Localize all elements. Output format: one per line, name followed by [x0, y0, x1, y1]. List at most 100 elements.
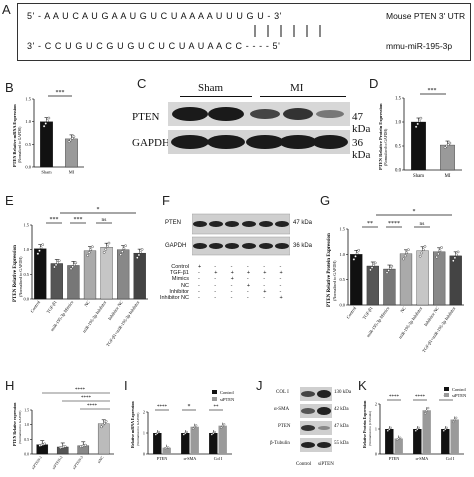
data-point [67, 140, 71, 143]
sig-e-4: * [97, 207, 100, 213]
kda-gapdh: 36 kDa [352, 137, 371, 161]
data-point [443, 146, 447, 149]
panel-a-box [17, 3, 471, 61]
row-label-gapdh-f: GAPDH [165, 243, 187, 249]
blot-band [275, 221, 289, 227]
y-tick-label: 1.0 [340, 252, 346, 257]
data-point [355, 252, 359, 255]
legend-control-k: Control [452, 387, 467, 392]
chart-i: Relative mRNA Expression (Normalized to … [130, 390, 235, 461]
bar [450, 419, 459, 454]
condition-mark: - [198, 276, 200, 283]
y-tick-label: 1.0 [24, 247, 30, 252]
bar [449, 255, 462, 306]
condition-row: Mimics - - + - - - [165, 276, 315, 282]
legend-sipten-i: siPTEN [220, 397, 235, 402]
data-point [100, 425, 103, 429]
x-tick-label: α-SMA [416, 456, 429, 461]
data-point [63, 445, 67, 448]
data-point [445, 426, 448, 429]
data-point [452, 259, 455, 263]
data-point [414, 429, 417, 432]
ylabel-i: Relative mRNA Expression [130, 401, 135, 448]
sig-b: *** [56, 90, 65, 96]
data-point [44, 122, 47, 125]
data-point [56, 261, 59, 265]
sig-d: *** [428, 88, 437, 94]
bar [385, 429, 394, 454]
condition-mark: - [246, 264, 249, 270]
x-tick-label: Sham [41, 170, 52, 175]
condition-mark: - [214, 264, 217, 270]
x-tick-label: Inhibitor NC [107, 300, 124, 321]
x-tick-label: Control [345, 305, 357, 319]
data-point [69, 138, 72, 142]
blot-band [209, 243, 223, 249]
blot-band [193, 243, 207, 249]
blot-band [301, 425, 315, 431]
y-tick-label: 0.0 [24, 297, 30, 302]
data-point [456, 250, 460, 254]
legend-swatch-sipten-k [444, 393, 449, 397]
data-point [417, 426, 420, 429]
blot-band [312, 135, 348, 149]
blot-band [171, 135, 209, 149]
bar [117, 249, 130, 300]
legend-sipten-k: siPTEN [452, 393, 467, 398]
condition-mark: + [230, 270, 234, 277]
blot-band [172, 107, 208, 121]
condition-row: Inhibitor - - - - + - [165, 289, 315, 295]
x-tick-label: Col I [446, 456, 455, 461]
ylabel-h: PTEN Relative expression [13, 402, 17, 446]
data-point [156, 432, 159, 435]
data-point [369, 268, 372, 272]
data-point [157, 430, 160, 433]
data-point [192, 427, 195, 430]
sig-i-3: ** [214, 405, 220, 410]
condition-mark: - [263, 294, 266, 301]
data-point [140, 248, 144, 251]
sig-k-1: **** [389, 395, 400, 400]
blot-band [225, 243, 239, 249]
group-control-j: Control [296, 462, 312, 467]
ylabel2-d: (Normalized to GAPDH) [384, 128, 388, 166]
x-tick-label: NC [83, 300, 91, 308]
x-tick-label: PTEN [157, 456, 167, 461]
condition-mark: - [263, 276, 266, 283]
condition-mark: - [198, 282, 200, 289]
x-tick-label: α-SMA [184, 456, 197, 461]
sig-g-1: ** [367, 221, 373, 227]
data-point [185, 430, 188, 433]
blot-band [242, 221, 256, 227]
data-point [388, 267, 392, 270]
y-tick-label: 0 [143, 452, 145, 457]
condition-mark: + [246, 282, 251, 289]
row-label-pten: PTEN [132, 111, 160, 123]
panel-label-j: J [256, 378, 263, 393]
panel-label-c: C [137, 76, 147, 91]
data-point [397, 437, 400, 440]
ylabel2-i: (Normalized to GAPDH) [136, 413, 140, 446]
data-point [69, 267, 73, 271]
blot-j: COL I α-SMA PTEN β-Tubulin 130 kDa 42 kD… [258, 382, 358, 477]
bar [34, 248, 47, 300]
bar [383, 268, 396, 306]
sig-k-3: ** [444, 395, 450, 400]
data-point [137, 253, 141, 257]
data-point [122, 247, 126, 250]
data-point [438, 249, 442, 253]
data-point [435, 255, 439, 259]
label-mir-195-3p: mmu-miR-195-3p [386, 41, 453, 51]
blot-c: Sham MI PTEN GAPDH 47 kDa 36 kDa [132, 82, 370, 162]
data-point [370, 266, 374, 269]
sig-g-4: * [413, 209, 416, 215]
ylabel2-k: (Normalized to β-Tubulin) [368, 411, 372, 446]
x-tick-label: PTEN [389, 456, 399, 461]
row-label-col1: COL I [276, 390, 289, 395]
blot-band [242, 243, 256, 249]
condition-mark: + [230, 276, 234, 283]
row-label-asma: α-SMA [274, 407, 290, 412]
panel-label-i: I [124, 378, 128, 393]
y-tick-label: 0.5 [24, 438, 29, 442]
bar [441, 429, 450, 454]
